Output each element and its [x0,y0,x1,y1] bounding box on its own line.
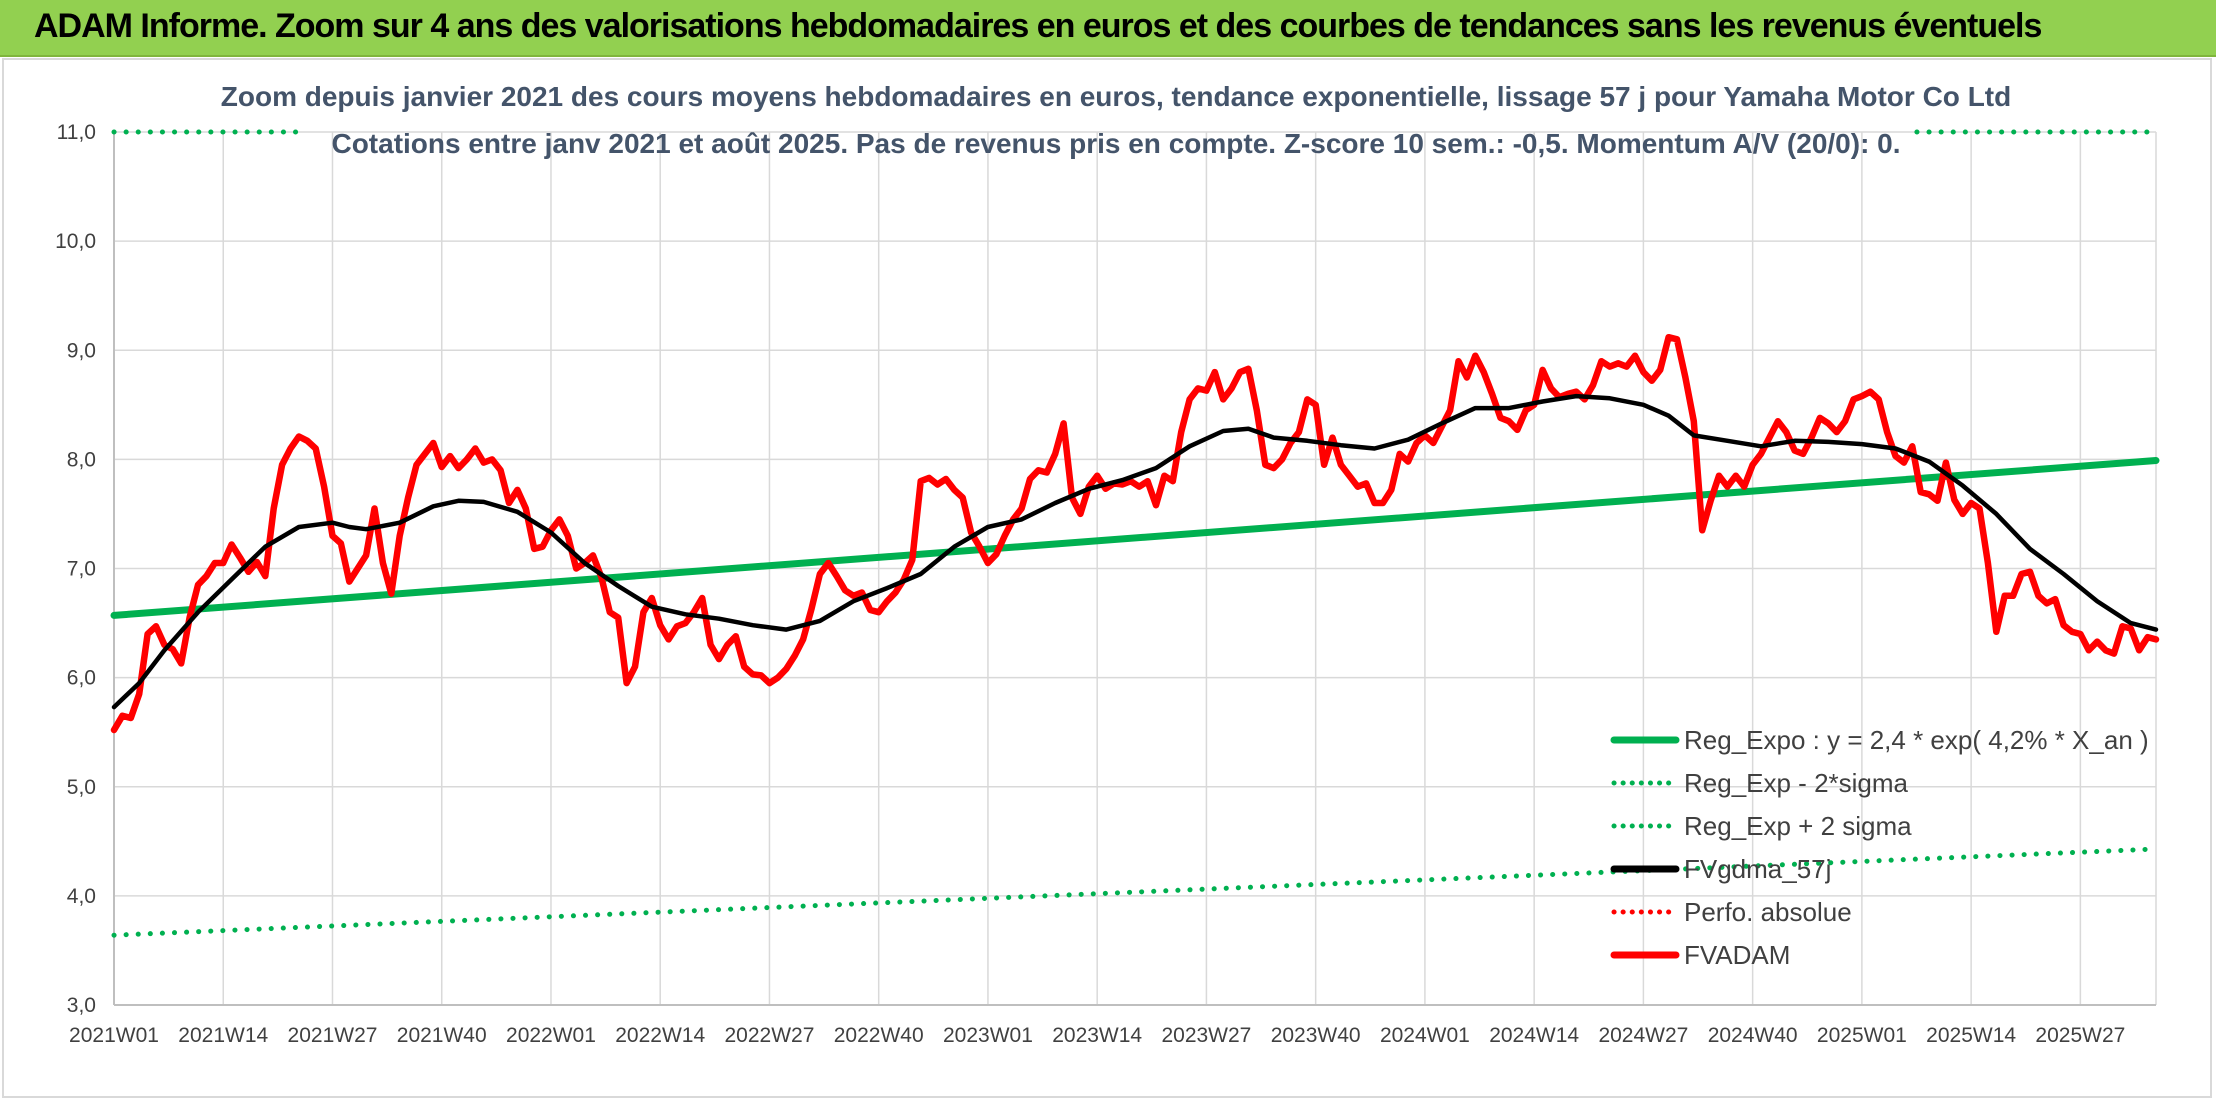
chart-grid [113,131,2157,1006]
y-tick-label: 9,0 [67,339,96,362]
chart-axes: 3,0 4,0 5,0 6,0 7,0 8,0 9,0 10,0 11,0 2021W01 2021… [55,121,2156,1047]
x-tick-label: 2021W01 [69,1024,159,1047]
report-title: ADAM Informe. Zoom sur 4 ans des valoris… [34,7,2042,45]
y-tick-label: 8,0 [67,448,96,471]
x-tick-label: 2021W14 [178,1024,268,1047]
chart-panel: 3,0 4,0 5,0 6,0 7,0 8,0 9,0 10,0 11,0 2021W01 2021… [2,58,2212,1098]
x-tick-label: 2023W14 [1052,1024,1142,1047]
legend-entry: Reg_Exp + 2 sigma [1684,811,1912,841]
x-tick-label: 2025W14 [1926,1024,2016,1047]
y-tick-label: 11,0 [57,121,96,144]
x-tick-label: 2021W27 [288,1024,378,1047]
x-tick-label: 2022W40 [834,1024,924,1047]
x-tick-label: 2023W01 [943,1024,1033,1047]
report-banner: ADAM Informe. Zoom sur 4 ans des valoris… [0,0,2216,57]
chart-subtitle: Cotations entre janv 2021 et août 2025. … [331,128,1900,159]
chart-title: Zoom depuis janvier 2021 des cours moyen… [221,81,2011,112]
legend-entry: FVgdma_57j [1684,854,1831,884]
x-tick-label: 2024W01 [1380,1024,1470,1047]
x-tick-label: 2025W01 [1817,1024,1907,1047]
series-line-reg-exp-2-sigma [111,846,2159,938]
legend-entry: FVADAM [1684,940,1790,970]
y-tick-label: 3,0 [67,994,96,1017]
x-tick-label: 2024W40 [1708,1024,1798,1047]
x-tick-label: 2022W01 [506,1024,596,1047]
y-tick-label: 7,0 [67,558,96,581]
legend-entry: Reg_Exp - 2*sigma [1684,768,1909,798]
y-tick-label: 10,0 [55,230,96,253]
legend-entry: Reg_Expo : y = 2,4 * exp( 4,2% * X_an ) [1684,725,2149,755]
y-tick-label: 5,0 [67,776,96,799]
x-tick-label: 2022W27 [725,1024,815,1047]
x-tick-label: 2021W40 [397,1024,487,1047]
series-line-fvadam [110,333,2160,734]
x-tick-label: 2024W14 [1489,1024,1579,1047]
y-tick-label: 6,0 [67,667,96,690]
series-line-reg-expo-y-2-4-exp-4-2-x-an [110,457,2160,619]
chart-legend: Reg_Expo : y = 2,4 * exp( 4,2% * X_an ) R… [1610,725,2149,970]
x-tick-label: 2025W27 [2035,1024,2125,1047]
legend-entry: Perfo. absolue [1684,897,1852,927]
x-tick-label: 2023W40 [1271,1024,1361,1047]
x-tick-label: 2023W27 [1161,1024,1251,1047]
x-tick-label: 2024W27 [1598,1024,1688,1047]
x-tick-label: 2022W14 [615,1024,705,1047]
y-tick-label: 4,0 [67,885,96,908]
series-line-fvgdma-57j [111,393,2159,710]
valuation-chart: 3,0 4,0 5,0 6,0 7,0 8,0 9,0 10,0 11,0 2021W01 2021… [55,81,2160,1047]
